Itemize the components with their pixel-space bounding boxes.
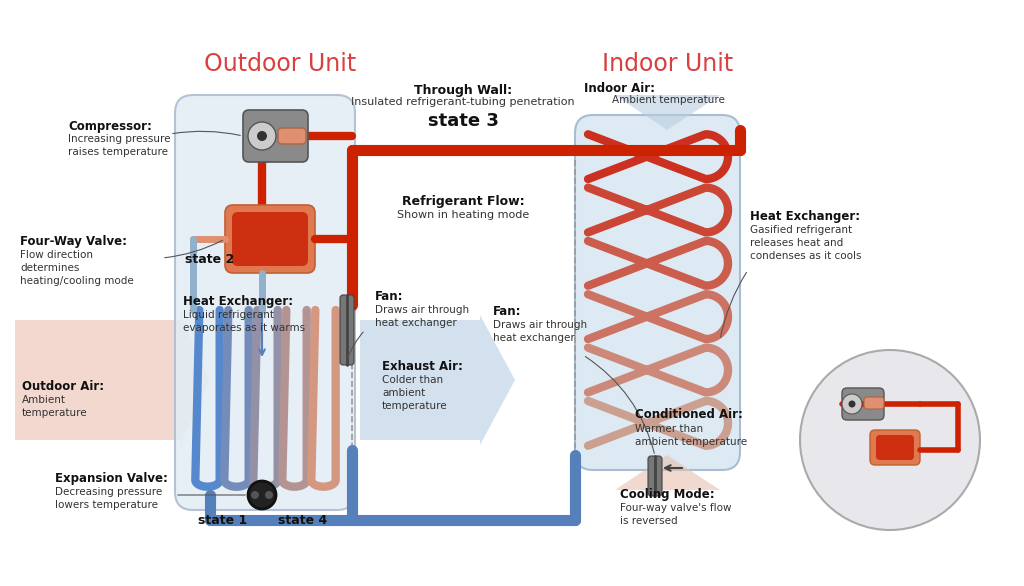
Text: Fan:: Fan: bbox=[493, 305, 521, 318]
Circle shape bbox=[257, 131, 267, 141]
Text: Conditioned Air:: Conditioned Air: bbox=[635, 408, 742, 421]
Text: condenses as it cools: condenses as it cools bbox=[750, 251, 861, 261]
Text: Exhaust Air:: Exhaust Air: bbox=[382, 360, 463, 373]
Text: Cooling Mode:: Cooling Mode: bbox=[620, 488, 715, 501]
Text: ambient: ambient bbox=[382, 388, 425, 398]
Text: heating/cooling mode: heating/cooling mode bbox=[20, 276, 134, 286]
FancyBboxPatch shape bbox=[175, 95, 355, 510]
Text: raises temperature: raises temperature bbox=[68, 147, 168, 157]
Text: Ambient temperature: Ambient temperature bbox=[611, 95, 724, 105]
Text: Insulated refrigerant-tubing penetration: Insulated refrigerant-tubing penetration bbox=[351, 97, 574, 107]
Circle shape bbox=[842, 394, 862, 414]
Text: state 4: state 4 bbox=[278, 514, 328, 527]
Circle shape bbox=[800, 350, 980, 530]
FancyBboxPatch shape bbox=[340, 295, 354, 365]
FancyBboxPatch shape bbox=[842, 388, 884, 420]
Text: Outdoor Air:: Outdoor Air: bbox=[22, 380, 104, 393]
Circle shape bbox=[251, 491, 259, 499]
Polygon shape bbox=[615, 455, 720, 490]
Text: Heat Exchanger:: Heat Exchanger: bbox=[750, 210, 860, 223]
Text: Four-Way Valve:: Four-Way Valve: bbox=[20, 235, 127, 248]
Circle shape bbox=[849, 400, 855, 407]
Text: heat exchanger: heat exchanger bbox=[493, 333, 574, 343]
Text: temperature: temperature bbox=[22, 408, 88, 418]
Text: Draws air through: Draws air through bbox=[375, 305, 469, 315]
Text: is reversed: is reversed bbox=[620, 516, 678, 526]
FancyBboxPatch shape bbox=[232, 212, 308, 266]
FancyBboxPatch shape bbox=[575, 115, 740, 470]
FancyArrow shape bbox=[360, 315, 515, 445]
Text: Expansion Valve:: Expansion Valve: bbox=[55, 472, 168, 485]
Text: determines: determines bbox=[20, 263, 80, 273]
FancyArrow shape bbox=[15, 315, 210, 445]
Text: Ambient: Ambient bbox=[22, 395, 66, 405]
Text: evaporates as it warms: evaporates as it warms bbox=[183, 323, 305, 333]
Circle shape bbox=[265, 491, 273, 499]
Text: Refrigerant Flow:: Refrigerant Flow: bbox=[401, 195, 524, 208]
FancyBboxPatch shape bbox=[864, 397, 884, 409]
Text: Gasified refrigerant: Gasified refrigerant bbox=[750, 225, 852, 235]
Text: state 1: state 1 bbox=[198, 514, 247, 527]
Text: lowers temperature: lowers temperature bbox=[55, 500, 158, 510]
FancyBboxPatch shape bbox=[870, 430, 920, 465]
FancyBboxPatch shape bbox=[278, 128, 306, 144]
Text: Decreasing pressure: Decreasing pressure bbox=[55, 487, 162, 497]
Text: Liquid refrigerant: Liquid refrigerant bbox=[183, 310, 274, 320]
Text: Fan:: Fan: bbox=[375, 290, 403, 303]
FancyBboxPatch shape bbox=[648, 456, 662, 496]
FancyBboxPatch shape bbox=[876, 435, 914, 460]
Text: state 3: state 3 bbox=[428, 112, 499, 130]
Text: state 2: state 2 bbox=[185, 253, 234, 266]
Circle shape bbox=[248, 481, 276, 509]
Polygon shape bbox=[615, 95, 720, 130]
FancyBboxPatch shape bbox=[243, 110, 308, 162]
Text: Outdoor Unit: Outdoor Unit bbox=[204, 52, 356, 76]
Text: temperature: temperature bbox=[382, 401, 447, 411]
FancyBboxPatch shape bbox=[225, 205, 315, 273]
Text: releases heat and: releases heat and bbox=[750, 238, 843, 248]
Text: Compressor:: Compressor: bbox=[68, 120, 152, 133]
Text: Four-way valve's flow: Four-way valve's flow bbox=[620, 503, 731, 513]
Text: heat exchanger: heat exchanger bbox=[375, 318, 457, 328]
Text: Indoor Air:: Indoor Air: bbox=[585, 82, 655, 95]
Text: Indoor Unit: Indoor Unit bbox=[602, 52, 733, 76]
Circle shape bbox=[248, 122, 276, 150]
Text: Flow direction: Flow direction bbox=[20, 250, 93, 260]
Text: Increasing pressure: Increasing pressure bbox=[68, 134, 171, 144]
Text: Through Wall:: Through Wall: bbox=[414, 84, 512, 97]
Text: ambient temperature: ambient temperature bbox=[635, 437, 748, 447]
Text: Heat Exchanger:: Heat Exchanger: bbox=[183, 295, 293, 308]
Text: Warmer than: Warmer than bbox=[635, 424, 703, 434]
Text: Shown in heating mode: Shown in heating mode bbox=[397, 210, 529, 220]
Text: Colder than: Colder than bbox=[382, 375, 443, 385]
Text: Draws air through: Draws air through bbox=[493, 320, 587, 330]
